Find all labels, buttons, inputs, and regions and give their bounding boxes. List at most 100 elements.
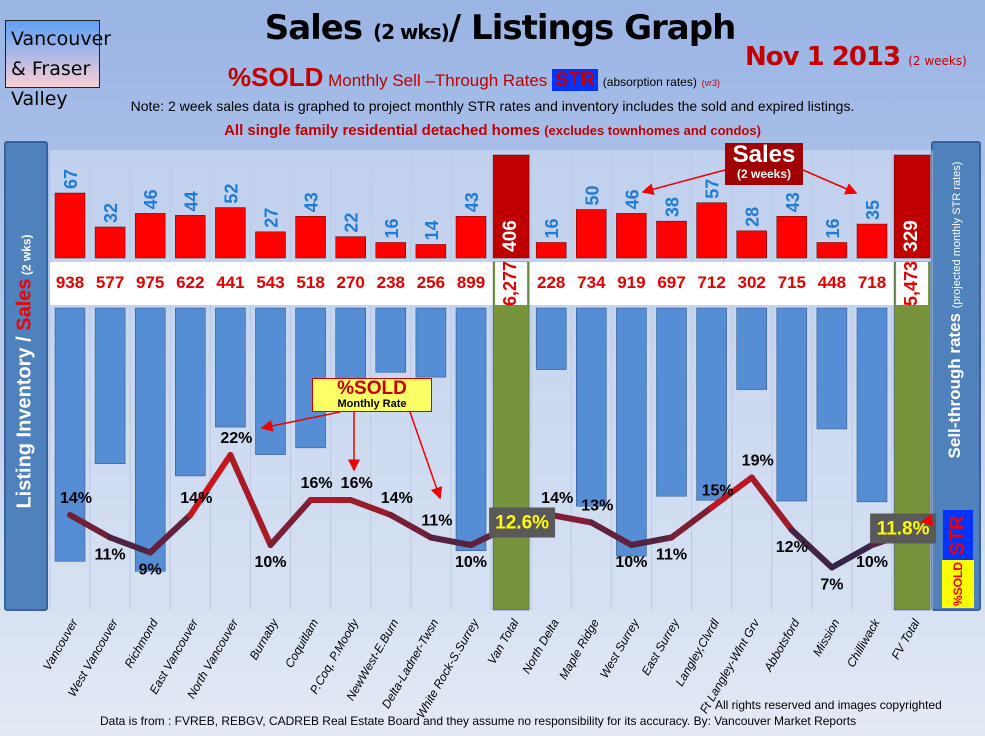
sold-line-segment bbox=[387, 512, 434, 541]
sales-label: 44 bbox=[181, 191, 201, 211]
annotation-arrow bbox=[260, 411, 341, 432]
sales-label: 14 bbox=[422, 220, 442, 240]
sales-label: 67 bbox=[61, 169, 81, 189]
inventory-label: 256 bbox=[417, 273, 445, 292]
listing-bar bbox=[455, 307, 487, 551]
subtitle-str: STR bbox=[552, 69, 599, 91]
inventory-label: 718 bbox=[858, 273, 886, 292]
inventory-label: 577 bbox=[96, 273, 124, 292]
sales-bar bbox=[656, 220, 687, 259]
sold-line-segment bbox=[347, 497, 394, 518]
subtitle: %SOLD Monthly Sell –Through Rates STR (a… bbox=[228, 62, 720, 93]
sold-label: 16% bbox=[301, 475, 333, 492]
sold-line-segment bbox=[427, 534, 474, 548]
annotation-arrow bbox=[641, 169, 726, 196]
scope-note: All single family residential detached h… bbox=[0, 122, 985, 139]
label-band bbox=[50, 262, 930, 305]
listing-bar bbox=[893, 261, 931, 611]
scope-text: All single family residential detached h… bbox=[224, 122, 541, 139]
sold-line-segment bbox=[708, 474, 755, 511]
x-tick-label: Vancouver bbox=[40, 616, 81, 673]
sold-annotation-small: Monthly Rate bbox=[337, 398, 407, 410]
sales-label: 329 bbox=[901, 220, 922, 252]
sales-bar bbox=[134, 213, 166, 259]
sold-label: 13% bbox=[581, 498, 613, 515]
title-rest: / Listings Graph bbox=[448, 8, 736, 48]
sales-label: 52 bbox=[221, 184, 241, 204]
sales-label: 38 bbox=[663, 197, 683, 217]
subtitle-ver: (vr3) bbox=[701, 78, 721, 88]
sold-annotation: %SOLD Monthly Rate bbox=[312, 378, 432, 412]
total-label-bg bbox=[495, 262, 528, 305]
sales-bar bbox=[535, 242, 567, 259]
listing-bar bbox=[255, 307, 286, 455]
sales-label: 57 bbox=[703, 179, 723, 199]
sales-label: 46 bbox=[622, 189, 642, 209]
x-tick-label: Abbotsford bbox=[761, 616, 803, 674]
sales-bar bbox=[175, 215, 206, 259]
sold-line-segment bbox=[628, 534, 675, 548]
sales-label: 50 bbox=[582, 185, 602, 205]
data-source: Data is from : FVREB, REBGV, CADREB Real… bbox=[100, 714, 857, 728]
title-small: (2 wks) bbox=[372, 20, 450, 44]
title-main: Sales bbox=[264, 8, 363, 48]
x-tick-label: Van Total bbox=[485, 616, 522, 666]
sold-label: 19% bbox=[742, 453, 774, 470]
region-label: Vancouver & Fraser Valley bbox=[5, 20, 111, 110]
sales-bar bbox=[492, 154, 530, 259]
sales-label: 46 bbox=[141, 189, 161, 209]
str-badge: STR bbox=[943, 510, 973, 560]
annotation-arrow bbox=[802, 169, 858, 195]
listing-bar bbox=[492, 261, 530, 611]
sales-annotation: Sales (2 weeks) bbox=[725, 143, 803, 185]
sales-bar bbox=[893, 154, 931, 259]
listing-bar bbox=[415, 307, 447, 378]
sales-bar bbox=[415, 244, 447, 259]
scope-small: (excludes townhomes and condos) bbox=[544, 123, 761, 138]
str-total-box bbox=[489, 507, 556, 538]
report-date: Nov 1 2013 (2 weeks) bbox=[745, 42, 967, 72]
inventory-label: 448 bbox=[818, 273, 846, 292]
inventory-label: 238 bbox=[377, 273, 405, 292]
sold-line-segment bbox=[748, 474, 795, 533]
sold-label: 22% bbox=[220, 430, 252, 447]
sold-label: 14% bbox=[541, 490, 573, 507]
total-label-bg bbox=[896, 262, 929, 305]
x-tick-label: Burnaby bbox=[247, 616, 282, 663]
inventory-label: 919 bbox=[617, 273, 645, 292]
annotation-arrow bbox=[409, 411, 443, 500]
sold-annotation-text: %SOLD bbox=[337, 378, 407, 399]
x-tick-label: FV Total bbox=[888, 616, 922, 662]
x-tick-label: Maple Ridge bbox=[556, 616, 602, 682]
subtitle-sold: %SOLD bbox=[228, 62, 324, 92]
listing-bar bbox=[736, 307, 767, 390]
listing-bar bbox=[335, 307, 366, 382]
sold-label: 7% bbox=[820, 577, 843, 594]
sales-label: 16 bbox=[382, 218, 402, 238]
sales-bar bbox=[736, 230, 767, 259]
sold-label: 14% bbox=[180, 490, 212, 507]
sold-badge: %SOLD bbox=[942, 560, 974, 608]
x-tick-label: Coquitlam bbox=[282, 617, 321, 671]
inventory-label: 270 bbox=[337, 273, 365, 292]
sold-label: 10% bbox=[615, 554, 647, 571]
listing-bar bbox=[856, 307, 888, 503]
sales-bar bbox=[776, 216, 808, 259]
sales-label: 43 bbox=[783, 192, 803, 212]
inventory-label: 228 bbox=[537, 273, 565, 292]
sales-bar bbox=[455, 216, 487, 259]
sales-label: 27 bbox=[262, 208, 282, 228]
x-tick-label: Chilliwack bbox=[844, 616, 883, 670]
sales-label: 32 bbox=[101, 203, 121, 223]
listing-bar bbox=[535, 307, 567, 370]
listing-bar bbox=[816, 307, 848, 430]
inventory-label: 697 bbox=[657, 273, 685, 292]
sold-label: 11% bbox=[421, 513, 452, 530]
listing-bar bbox=[215, 307, 246, 428]
x-tick-label: West Surrey bbox=[597, 616, 643, 681]
str-total-label: 12.6% bbox=[495, 513, 549, 534]
sold-label: 10% bbox=[856, 554, 888, 571]
sold-label: 9% bbox=[139, 562, 162, 579]
sales-bar bbox=[616, 213, 647, 259]
